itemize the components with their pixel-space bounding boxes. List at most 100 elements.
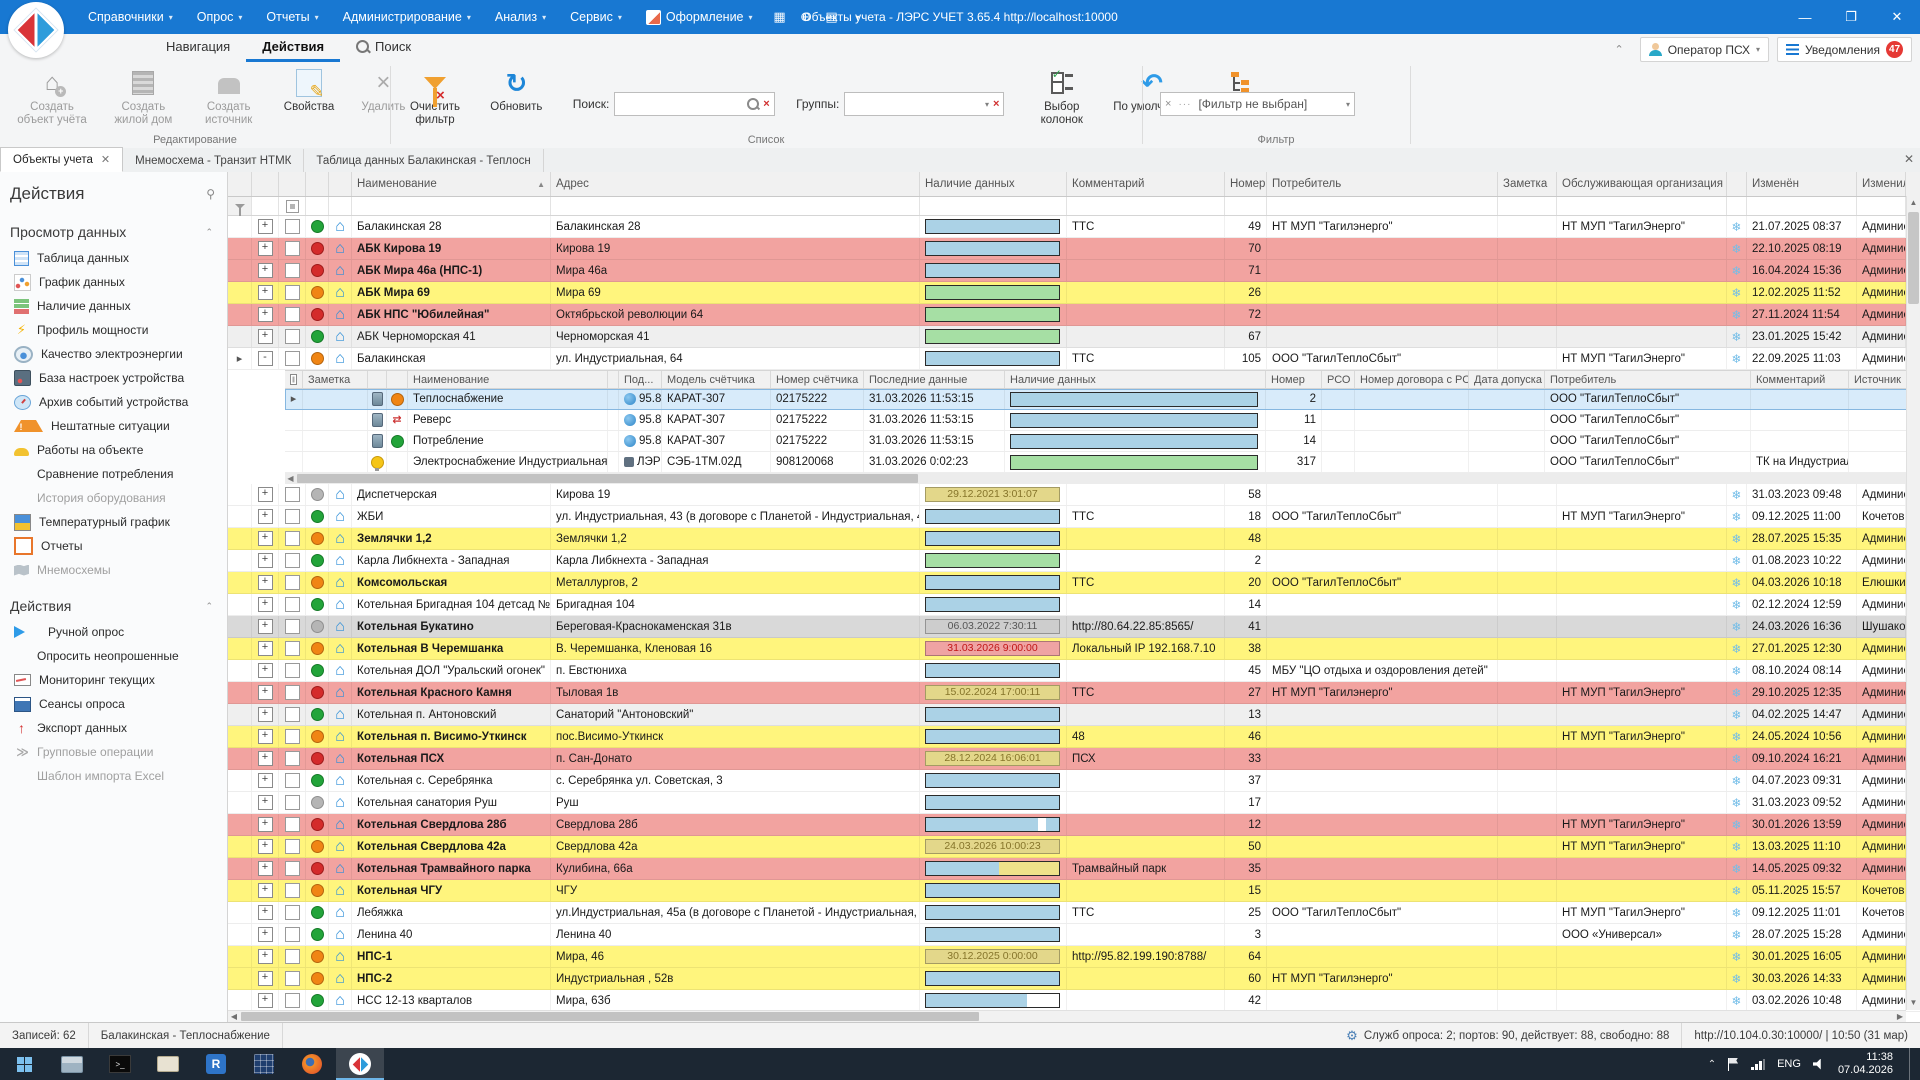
- sidebar-item-Температурный график[interactable]: Температурный график: [0, 510, 227, 534]
- scroll-left-icon[interactable]: ◀: [287, 474, 294, 483]
- tab-Навигация[interactable]: Навигация: [150, 34, 246, 59]
- row-checkbox[interactable]: [284, 641, 300, 656]
- vscroll-thumb[interactable]: [1908, 212, 1919, 304]
- close-pane-icon[interactable]: ✕: [1903, 152, 1914, 166]
- sidebar-item-Качество электроэнергии[interactable]: Качество электроэнергии: [0, 342, 227, 366]
- filter-cell[interactable]: [306, 197, 329, 215]
- sidebar-item-Сеансы опроса[interactable]: Сеансы опроса: [0, 692, 227, 716]
- expand-button[interactable]: +: [257, 575, 273, 590]
- sidebar-item-Групповые операции[interactable]: ≫ Групповые операции: [0, 740, 227, 764]
- row-checkbox[interactable]: [284, 241, 300, 256]
- sub-column-header-Дата допуска[interactable]: Дата допуска: [1469, 371, 1545, 388]
- column-header-Изменил[interactable]: Изменил: [1857, 172, 1906, 196]
- row-checkbox[interactable]: [284, 773, 300, 788]
- sub-column-header-Номер[interactable]: Номер: [1266, 371, 1322, 388]
- speaker-icon[interactable]: [1812, 1058, 1821, 1070]
- expand-button[interactable]: +: [257, 263, 273, 278]
- create-house-button[interactable]: Создать жилой дом: [102, 65, 184, 141]
- row-checkbox[interactable]: [284, 839, 300, 854]
- expand-button[interactable]: +: [257, 285, 273, 300]
- filter-cell[interactable]: [279, 197, 306, 215]
- properties-button[interactable]: Свойства: [273, 65, 345, 141]
- row-checkbox[interactable]: [284, 285, 300, 300]
- filter-cell[interactable]: [1857, 197, 1906, 215]
- menu-item-Анализ[interactable]: Анализ ▾: [483, 0, 558, 34]
- taskbar-app-printer[interactable]: [144, 1048, 192, 1080]
- row-checkbox[interactable]: [284, 971, 300, 986]
- collapse-grid-icon[interactable]: [290, 374, 297, 385]
- sidebar-item-График данных[interactable]: График данных: [0, 270, 227, 294]
- sidebar-section-header[interactable]: Просмотр данных ⌃: [0, 222, 227, 246]
- expand-button[interactable]: +: [257, 751, 273, 766]
- subtable-hscrollbar[interactable]: ◀: [285, 473, 1920, 484]
- sub-column-header-Наименование[interactable]: Наименование: [408, 371, 608, 388]
- delete-button[interactable]: × Удалить: [350, 65, 416, 141]
- table-row[interactable]: + Котельная п. Висимо-Уткинскпос.Висимо-У…: [228, 726, 1920, 748]
- taskbar-app-terminal[interactable]: >_: [96, 1048, 144, 1080]
- expand-button[interactable]: +: [257, 729, 273, 744]
- hscroll-thumb[interactable]: [241, 1012, 980, 1021]
- network-icon[interactable]: [1751, 1058, 1766, 1070]
- filter-cell[interactable]: [1747, 197, 1857, 215]
- device-row[interactable]: ⇄ Реверс 95.8…КАРАТ-3070217522231.03.2026 …: [285, 410, 1920, 431]
- user-menu-button[interactable]: Оператор ПСХ ▾: [1639, 37, 1769, 62]
- expand-button[interactable]: +: [257, 329, 273, 344]
- row-checkbox[interactable]: [284, 509, 300, 524]
- filter-cell[interactable]: [1498, 197, 1557, 215]
- column-header[interactable]: [329, 172, 352, 196]
- language-indicator[interactable]: ENG: [1777, 1058, 1801, 1070]
- filter-combo[interactable]: × ··· [Фильтр не выбран] ▾: [1160, 92, 1355, 116]
- sidebar-section-header[interactable]: Действия ⌃: [0, 596, 227, 620]
- table-row[interactable]: + Котельная ДОЛ "Уральский огонек"п. Евст…: [228, 660, 1920, 682]
- groups-clear-icon[interactable]: ×: [992, 98, 1000, 110]
- filter-cell[interactable]: [352, 197, 551, 215]
- tab-Поиск[interactable]: Поиск: [340, 34, 427, 59]
- filter-cell[interactable]: [1557, 197, 1727, 215]
- search-input[interactable]: [619, 94, 744, 114]
- menu-item-Опрос[interactable]: Опрос ▾: [185, 0, 255, 34]
- doc-tab[interactable]: Объекты учета ✕: [0, 147, 124, 172]
- taskbar-app-explorer[interactable]: [48, 1048, 96, 1080]
- row-checkbox[interactable]: [284, 905, 300, 920]
- sub-column-header[interactable]: [285, 371, 303, 388]
- filter-cell[interactable]: [1267, 197, 1498, 215]
- device-row[interactable]: Потребление 95.8…КАРАТ-3070217522231.03.2…: [285, 431, 1920, 452]
- sidebar-item-Сравнение потребления[interactable]: Сравнение потребления: [0, 462, 227, 486]
- choose-columns-button[interactable]: Выбор колонок: [1024, 65, 1100, 141]
- column-header[interactable]: [1727, 172, 1747, 196]
- scroll-up-icon[interactable]: ▲: [1909, 198, 1918, 207]
- filter-cell[interactable]: [1727, 197, 1747, 215]
- sidebar-item-Профиль мощности[interactable]: ⚡ Профиль мощности: [0, 318, 227, 342]
- create-source-button[interactable]: Создать источник: [190, 65, 268, 141]
- sidebar-item-Мнемосхемы[interactable]: Мнемосхемы: [0, 558, 227, 582]
- show-desktop-strip[interactable]: [1909, 1048, 1916, 1080]
- expand-button[interactable]: +: [257, 487, 273, 502]
- sub-column-header-Потребитель[interactable]: Потребитель: [1545, 371, 1751, 388]
- expand-button[interactable]: +: [257, 949, 273, 964]
- sidebar-item-Нештатные ситуации[interactable]: Нештатные ситуации: [0, 414, 227, 438]
- expand-button[interactable]: +: [257, 219, 273, 234]
- filter-cell[interactable]: [920, 197, 1067, 215]
- filter-cell[interactable]: [1225, 197, 1267, 215]
- expand-button[interactable]: +: [257, 817, 273, 832]
- expand-button[interactable]: +: [257, 663, 273, 678]
- column-header-Наименование[interactable]: Наименование ▲: [352, 172, 551, 196]
- groups-combo[interactable]: ▾ ×: [844, 92, 1005, 116]
- row-checkbox[interactable]: [284, 351, 300, 366]
- sidebar-item-Шаблон импорта Excel[interactable]: Шаблон импорта Excel: [0, 764, 227, 788]
- sub-column-header-Наличие данных[interactable]: Наличие данных: [1005, 371, 1266, 388]
- expand-button[interactable]: +: [257, 883, 273, 898]
- clock[interactable]: 11:38 07.04.2026: [1838, 1051, 1893, 1077]
